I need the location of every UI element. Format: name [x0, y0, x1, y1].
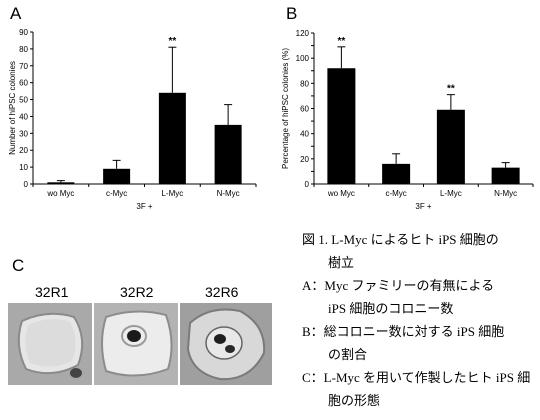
- photo-label-32r6: 32R6: [205, 284, 239, 300]
- significance-marker: **: [447, 84, 455, 95]
- y-tick-label: 120: [296, 29, 310, 38]
- bar: [382, 163, 411, 184]
- x-tick-label: N-Myc: [494, 189, 517, 198]
- caption-line: iPS 細胞のコロニー数: [302, 301, 454, 316]
- colony-photo-32r6: [180, 303, 272, 385]
- y-tick-label: 30: [19, 129, 28, 138]
- y-tick-label: 90: [19, 28, 28, 37]
- x-tick-label: wo Myc: [46, 189, 74, 198]
- caption-line: 図 1. L-Myc によるヒト iPS 細胞の: [302, 232, 499, 247]
- y-tick-label: 80: [19, 45, 28, 54]
- caption-line: A：Myc ファミリーの有無による: [302, 278, 495, 293]
- colony-photo-32r1: [8, 303, 92, 385]
- x-axis-label: 3F +: [415, 202, 432, 211]
- y-axis-label: Percentage of hiPSC colonies (%): [281, 48, 290, 169]
- y-tick-label: 20: [19, 146, 28, 155]
- y-tick-label: 100: [296, 54, 310, 63]
- x-tick-label: wo Myc: [327, 189, 355, 198]
- x-tick-label: c-Myc: [106, 189, 127, 198]
- colony-photo-32r2: [94, 303, 178, 385]
- panel-label-a: A: [10, 4, 22, 23]
- bar: [327, 68, 356, 184]
- y-tick-label: 80: [300, 79, 309, 88]
- bar: [158, 92, 186, 184]
- y-tick-label: 40: [19, 112, 28, 121]
- y-tick-label: 70: [19, 62, 28, 71]
- bar: [47, 182, 75, 184]
- x-tick-label: L-Myc: [440, 189, 462, 198]
- x-tick-label: N-Myc: [217, 189, 240, 198]
- caption-line: B：総コロニー数に対する iPS 細胞: [302, 324, 505, 339]
- bar: [103, 168, 131, 184]
- bar: [491, 167, 520, 184]
- x-tick-label: L-Myc: [161, 189, 183, 198]
- y-tick-label: 0: [24, 180, 29, 189]
- chart-b: 0 20 40 60 80 100 120 ** wo Myc c-Myc ** L-Myc N-Myc…: [281, 29, 534, 211]
- caption-line: 胞の形態: [302, 393, 381, 408]
- panel-label-b: B: [286, 4, 298, 23]
- caption-line: 樹立: [302, 255, 355, 270]
- y-tick-label: 40: [300, 130, 309, 139]
- y-tick-label: 20: [300, 155, 309, 164]
- y-tick-label: 10: [19, 163, 28, 172]
- y-tick-label: 60: [19, 79, 28, 88]
- photo-label-32r1: 32R1: [35, 284, 69, 300]
- bar: [436, 109, 465, 184]
- x-axis-label: 3F +: [136, 202, 153, 211]
- photo-label-32r2: 32R2: [120, 284, 154, 300]
- x-tick-label: c-Myc: [385, 189, 406, 198]
- y-tick-label: 0: [305, 180, 310, 189]
- y-tick-label: 50: [19, 96, 28, 105]
- panel-label-c: C: [12, 256, 25, 275]
- y-tick-label: 60: [300, 105, 309, 114]
- chart-a: 0 10 20 30 40 50 60 70 80 90 wo Myc c-Myc ** L-Myc N-M…: [8, 28, 257, 211]
- bar: [214, 124, 242, 184]
- figure-caption: 図 1. L-Myc によるヒト iPS 細胞の 樹立 A：Myc ファミリーの…: [302, 228, 538, 412]
- significance-marker: **: [337, 36, 345, 47]
- caption-line: の割合: [302, 347, 368, 362]
- significance-marker: **: [168, 36, 176, 47]
- y-axis-label: Number of hiPSC colonies: [8, 61, 17, 155]
- caption-line: C：L-Myc を用いて作製したヒト iPS 細: [302, 370, 531, 385]
